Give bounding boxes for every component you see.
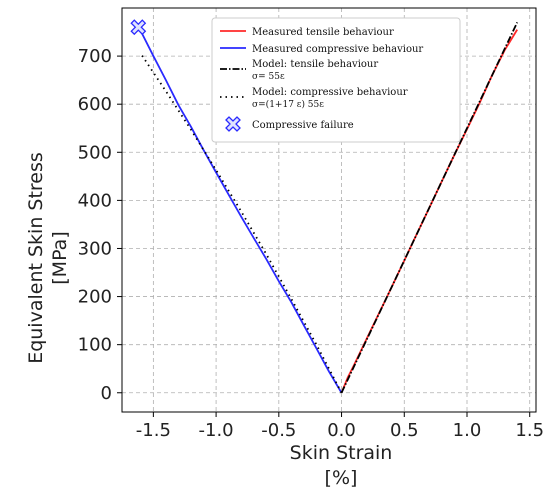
x-axis-label: Skin Strain xyxy=(290,442,393,464)
ticks: -1.5 -1.0 -0.5 0.0 0.5 1.0 1.5 0 100 200 300 400 500… xyxy=(78,46,544,441)
grid xyxy=(122,8,536,412)
y-tick-label: 200 xyxy=(78,287,112,308)
x-tick-label: -0.5 xyxy=(261,420,296,441)
failure-marker xyxy=(130,19,147,36)
series-model-tensile xyxy=(340,22,519,394)
x-tick-label: -1.5 xyxy=(136,420,171,441)
y-tick-label: 100 xyxy=(78,335,112,356)
y-tick-label: 500 xyxy=(78,142,112,163)
y-tick-label: 0 xyxy=(101,383,112,404)
legend-label-compressive: Measured compressive behaviour xyxy=(252,44,423,55)
legend-label-failure: Compressive failure xyxy=(252,120,354,131)
y-tick-label: 700 xyxy=(78,46,112,67)
x-axis-unit: [%] xyxy=(325,467,358,489)
series-model-compressive xyxy=(140,53,343,394)
marker-layer xyxy=(130,19,147,36)
legend-label-model-tensile: Model: tensile behaviour xyxy=(252,59,378,70)
y-tick-label: 300 xyxy=(78,238,112,259)
y-axis-title: Equivalent Skin Stress [MPa] xyxy=(25,152,71,364)
y-axis-label: Equivalent Skin Stress xyxy=(25,152,47,364)
y-axis-unit: [MPa] xyxy=(49,231,71,284)
x-tick-label: 0.5 xyxy=(390,420,419,441)
legend-swatch-failure xyxy=(225,116,241,132)
series-measured-compressive xyxy=(139,30,343,394)
legend-sub-model-tensile: σ= 55ε xyxy=(252,72,285,82)
legend: Measured tensile behaviour Measured comp… xyxy=(211,17,461,143)
y-tick-label: 600 xyxy=(78,94,112,115)
legend-label-model-compressive: Model: compressive behaviour xyxy=(252,87,408,98)
x-axis-title: Skin Strain [%] xyxy=(290,442,393,489)
legend-frame xyxy=(211,17,461,143)
legend-label-tensile: Measured tensile behaviour xyxy=(252,27,394,38)
x-tick-label: 1.5 xyxy=(515,420,544,441)
legend-sub-model-compressive: σ=(1+17 ε) 55ε xyxy=(252,99,324,110)
x-tick-label: -1.0 xyxy=(199,420,234,441)
series-layer xyxy=(139,22,519,394)
x-tick-label: 0.0 xyxy=(327,420,356,441)
x-tick-label: 1.0 xyxy=(453,420,482,441)
plot-frame xyxy=(121,7,537,413)
y-tick-label: 400 xyxy=(78,190,112,211)
